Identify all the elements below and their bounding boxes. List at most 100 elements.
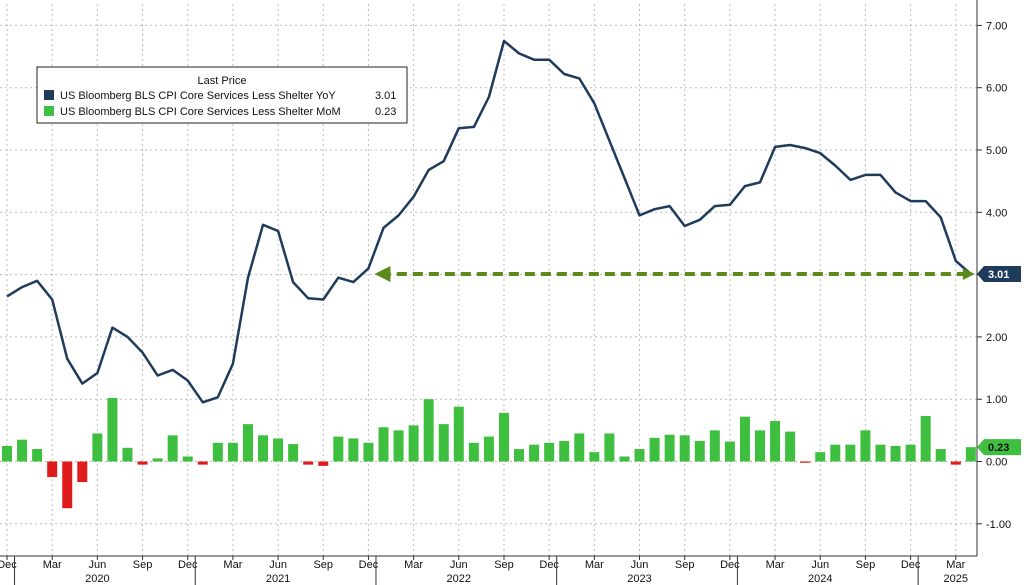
mom-bar — [393, 430, 404, 462]
mom-bar — [574, 433, 585, 462]
mom-bar — [634, 449, 645, 462]
legend-last-yoy: 3.01 — [375, 90, 396, 102]
mom-bar — [815, 452, 826, 462]
year-label: 2023 — [627, 573, 651, 585]
mom-bar — [107, 397, 118, 462]
mom-bar — [739, 416, 750, 462]
mom-bar — [288, 444, 299, 462]
yoy-last-badge: 3.01 — [977, 265, 1021, 282]
mom-bar — [137, 461, 148, 465]
x-tick-label: Dec — [0, 559, 17, 571]
mom-bar — [845, 444, 856, 462]
yoy-last-badge-text: 3.01 — [988, 269, 1009, 281]
mom-bar — [935, 449, 946, 462]
year-label: 2024 — [808, 573, 832, 585]
arrow-head-left — [374, 265, 391, 282]
mom-bar — [77, 461, 88, 483]
mom-bar — [860, 430, 871, 462]
y-tick-label: -1.00 — [986, 519, 1011, 531]
mom-bar — [152, 458, 163, 462]
x-tick-label: Dec — [901, 559, 921, 571]
x-tick-label: Sep — [856, 559, 876, 571]
x-tick-label: Dec — [359, 559, 379, 571]
mom-bar — [724, 441, 735, 462]
mom-bar — [679, 435, 690, 462]
mom-bar — [318, 461, 329, 466]
mom-bar — [258, 435, 269, 462]
year-label: 2020 — [85, 573, 109, 585]
x-tick-label: Sep — [675, 559, 695, 571]
year-label: 2025 — [944, 573, 968, 585]
mom-bar — [227, 442, 238, 462]
mom-bar — [242, 424, 253, 462]
annotation — [374, 265, 975, 282]
legend-label-yoy: US Bloomberg BLS CPI Core Services Less … — [60, 90, 336, 102]
legend: Last Price US Bloomberg BLS CPI Core Serv… — [36, 66, 408, 124]
x-tick-label: Jun — [811, 559, 829, 571]
y-tick-label: 5.00 — [986, 145, 1007, 157]
x-tick-label: Mar — [43, 559, 62, 571]
legend-swatch-yoy — [44, 90, 54, 100]
x-tick-label: Sep — [133, 559, 153, 571]
year-label: 2021 — [266, 573, 290, 585]
mom-bar — [694, 440, 705, 462]
x-tick-label: Mar — [585, 559, 604, 571]
y-tick-label: 7.00 — [986, 20, 1007, 32]
mom-bar — [32, 449, 43, 462]
mom-bar — [529, 444, 540, 462]
mom-bar — [875, 444, 886, 462]
x-tick-label: Jun — [450, 559, 468, 571]
x-tick-label: Dec — [178, 559, 198, 571]
mom-bar — [348, 438, 359, 462]
year-label: 2022 — [447, 573, 471, 585]
mom-bar — [559, 440, 570, 462]
x-tick-label: Sep — [494, 559, 514, 571]
mom-bar — [17, 439, 28, 462]
mom-bar — [197, 461, 208, 465]
mom-bar — [303, 461, 314, 465]
mom-bar — [785, 431, 796, 462]
y-tick-label: 0.00 — [986, 457, 1007, 469]
mom-bar — [498, 412, 509, 462]
mom-bar — [122, 447, 133, 462]
legend-label-mom: US Bloomberg BLS CPI Core Services Less … — [60, 106, 341, 118]
arrow-head-right — [962, 267, 975, 280]
mom-bar — [483, 436, 494, 462]
y-tick-label: 6.00 — [986, 83, 1007, 95]
mom-last-badge-text: 0.23 — [988, 442, 1009, 454]
mom-bar — [619, 456, 630, 462]
y-tick-label: 2.00 — [986, 332, 1007, 344]
mom-bar — [890, 445, 901, 462]
mom-bar — [363, 442, 374, 462]
x-tick-label: Mar — [404, 559, 423, 571]
legend-box — [36, 66, 408, 124]
mom-bar — [709, 430, 720, 462]
mom-bar — [453, 406, 464, 462]
x-tick-label: Mar — [223, 559, 242, 571]
mom-bar — [212, 442, 223, 462]
mom-bar — [589, 452, 600, 462]
mom-last-badge: 0.23 — [977, 439, 1021, 456]
y-tick-label: 4.00 — [986, 207, 1007, 219]
mom-bar — [2, 445, 12, 462]
mom-bar — [905, 444, 916, 462]
mom-bar — [92, 433, 103, 462]
mom-bar — [333, 436, 344, 462]
yoy-line-series — [6, 39, 972, 404]
x-tick-label: Dec — [720, 559, 740, 571]
mom-bar — [950, 461, 961, 465]
x-tick-label: Jun — [88, 559, 106, 571]
mom-bar — [664, 434, 675, 462]
x-axis: Dec Mar Jun Sep Dec Mar Jun Sep Dec Mar Jun Sep Dec M… — [0, 555, 977, 585]
legend-title: Last Price — [198, 75, 247, 87]
mom-bar — [514, 449, 525, 462]
mom-bar — [378, 427, 389, 462]
x-tick-label: Jun — [631, 559, 649, 571]
mom-bar — [167, 435, 178, 462]
mom-bar — [62, 461, 73, 509]
mom-bar — [965, 447, 976, 462]
mom-bars — [2, 397, 976, 509]
mom-bar — [273, 438, 284, 462]
mom-bar — [438, 424, 449, 462]
x-tick-label: Jun — [269, 559, 287, 571]
